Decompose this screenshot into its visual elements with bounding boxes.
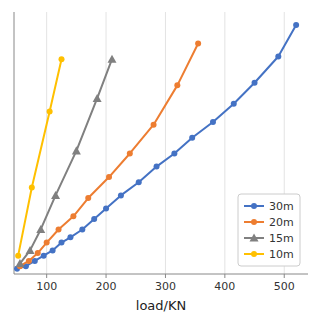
legend-label: 20m <box>269 216 294 229</box>
series-line <box>20 43 198 266</box>
chart: 100 200 300 400 500 load/KN 30m 20m 15m 10m <box>0 0 320 320</box>
point <box>51 191 60 199</box>
point <box>118 192 124 198</box>
plot-area <box>14 22 299 272</box>
legend-box <box>238 194 300 266</box>
point <box>72 146 81 154</box>
point <box>70 213 76 219</box>
x-tick-label: 100 <box>36 280 57 293</box>
grid-line-x <box>106 12 107 274</box>
point <box>154 164 160 170</box>
point <box>36 225 45 233</box>
series-line <box>20 59 112 263</box>
x-tick <box>284 274 285 278</box>
point <box>136 179 142 185</box>
grid-line-x <box>165 12 166 274</box>
point <box>293 22 299 28</box>
x-axis-line <box>14 274 308 275</box>
point <box>44 240 50 246</box>
point <box>67 234 73 240</box>
point <box>210 119 216 125</box>
point <box>171 150 177 156</box>
x-tick-label: 300 <box>155 280 176 293</box>
point <box>174 82 180 88</box>
x-tick-label: 400 <box>214 280 235 293</box>
x-ticks: 100 200 300 400 500 <box>36 274 295 293</box>
legend-label: 15m <box>269 232 294 245</box>
point <box>50 247 56 253</box>
point <box>15 259 24 267</box>
point <box>195 40 201 46</box>
point <box>151 122 157 128</box>
series-line <box>18 59 61 256</box>
point <box>56 226 62 232</box>
x-tick <box>46 274 47 278</box>
point <box>103 206 109 212</box>
point <box>231 101 237 107</box>
point <box>106 174 112 180</box>
point <box>127 150 133 156</box>
point <box>275 54 281 60</box>
point <box>47 109 53 115</box>
x-tick-label: 200 <box>96 280 117 293</box>
legend-marker <box>250 234 259 242</box>
x-tick <box>106 274 107 278</box>
point <box>59 56 65 62</box>
grid-line-x <box>46 12 47 274</box>
point <box>59 240 65 246</box>
x-tick-label: 500 <box>274 280 295 293</box>
point <box>91 216 97 222</box>
legend-label: 10m <box>269 248 294 261</box>
point <box>29 185 35 191</box>
grid-line-x <box>224 12 225 274</box>
point <box>26 246 35 254</box>
point <box>26 258 32 264</box>
point <box>93 94 102 102</box>
point <box>108 55 117 63</box>
point <box>189 135 195 141</box>
x-tick <box>165 274 166 278</box>
point <box>15 253 21 259</box>
point <box>79 226 85 232</box>
y-axis-line <box>14 12 15 274</box>
legend-label: 30m <box>269 200 294 213</box>
legend-marker <box>251 203 257 209</box>
legend-marker <box>251 219 257 225</box>
legend-marker <box>251 251 257 257</box>
x-tick <box>224 274 225 278</box>
point <box>252 80 258 86</box>
point <box>41 253 47 259</box>
point <box>85 195 91 201</box>
point <box>35 250 41 256</box>
legend: 30m 20m 15m 10m <box>238 194 300 266</box>
x-axis-label: load/KN <box>136 298 186 313</box>
